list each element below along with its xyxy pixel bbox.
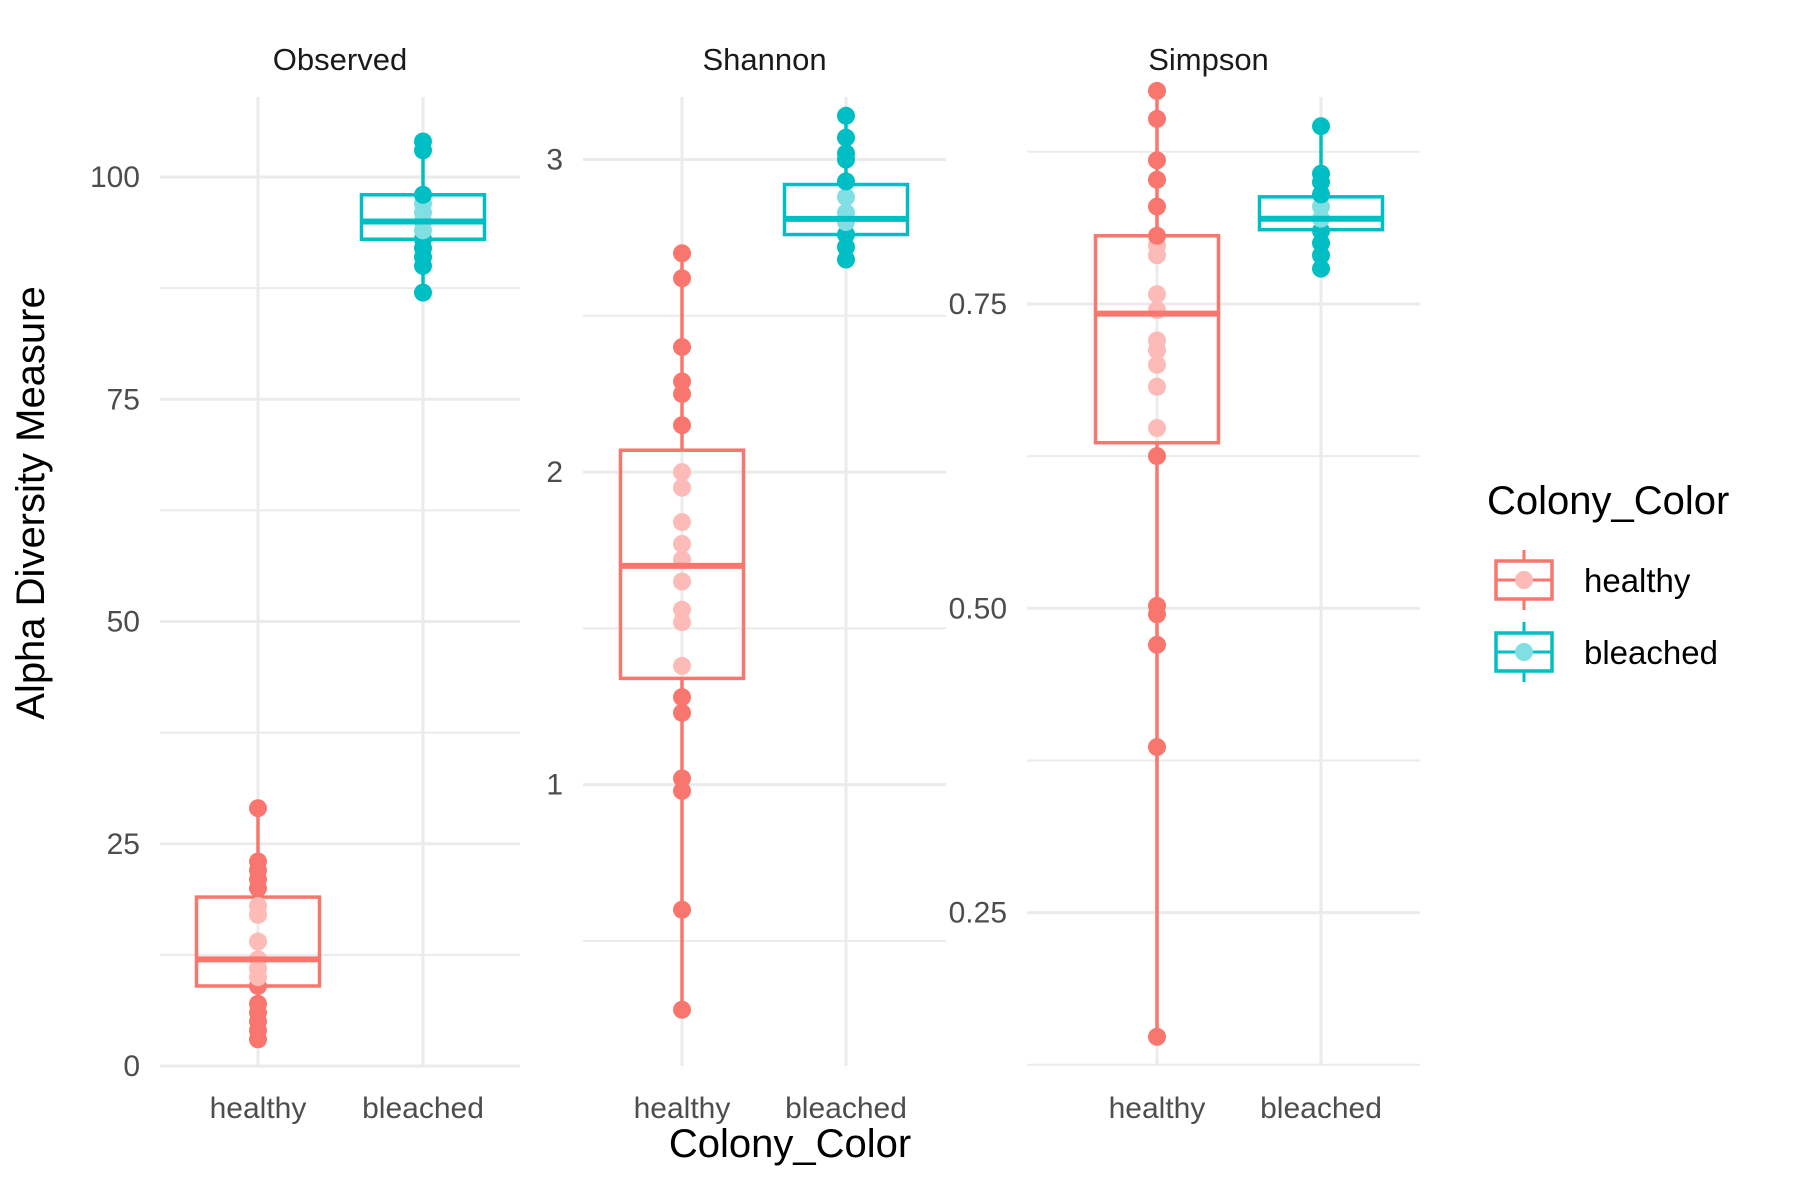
x-tick-label: healthy	[634, 1092, 731, 1125]
series-healthy	[194, 799, 322, 1049]
x-axis-title: Colony_Color	[669, 1122, 911, 1166]
legend-title: Colony_Color	[1487, 479, 1729, 523]
data-point	[673, 781, 691, 800]
data-point	[414, 132, 432, 151]
legend-label: bleached	[1584, 634, 1718, 671]
data-point	[1148, 377, 1166, 396]
data-point	[837, 144, 855, 163]
data-point	[1312, 259, 1330, 278]
data-point	[1148, 1027, 1166, 1046]
y-tick-label: 0.50	[949, 592, 1007, 625]
facet-panel-observed: 0 25 50 75 100 Observed healthy bleached	[90, 42, 520, 1125]
data-point	[673, 900, 691, 919]
data-point	[673, 703, 691, 722]
data-point	[837, 238, 855, 257]
y-tick-label: 0	[123, 1050, 140, 1083]
data-point	[414, 185, 432, 204]
data-point	[837, 225, 855, 244]
x-tick-label: bleached	[1260, 1092, 1382, 1125]
data-point	[1148, 738, 1166, 757]
legend-key-healthy: healthy	[1494, 550, 1691, 610]
data-point	[1148, 419, 1166, 438]
data-point	[673, 769, 691, 788]
data-point	[1148, 197, 1166, 216]
data-point	[673, 244, 691, 263]
series-bleached	[1257, 117, 1385, 278]
x-tick-label: bleached	[362, 1092, 484, 1125]
data-point	[837, 172, 855, 191]
legend-label: healthy	[1584, 562, 1691, 599]
series-bleached	[359, 132, 487, 302]
data-point	[673, 534, 691, 553]
data-point	[673, 384, 691, 403]
data-point	[673, 613, 691, 632]
data-point	[837, 106, 855, 125]
x-tick-label: healthy	[1109, 1092, 1206, 1125]
data-point	[249, 994, 267, 1013]
data-point	[249, 896, 267, 915]
legend-point	[1515, 571, 1533, 589]
data-point	[673, 572, 691, 591]
y-tick-label: 2	[546, 456, 563, 489]
facet-panel-shannon: 1 2 3 Shannon healthy bleached	[546, 42, 946, 1125]
data-point	[837, 188, 855, 207]
legend: Colony_Color healthy bleached	[1487, 479, 1729, 682]
series-healthy	[1093, 81, 1221, 1046]
facet-panel-simpson: 0.25 0.50 0.75 Simpson healthy bleached	[949, 42, 1420, 1125]
x-tick-label: bleached	[785, 1092, 907, 1125]
data-point	[249, 852, 267, 871]
data-point	[249, 932, 267, 951]
data-point	[414, 283, 432, 302]
data-point	[673, 372, 691, 391]
data-point	[673, 478, 691, 497]
data-point	[1148, 331, 1166, 350]
data-point	[249, 799, 267, 818]
data-point	[673, 1000, 691, 1019]
y-tick-label: 50	[107, 606, 140, 639]
facet-panels: 0 25 50 75 100 Observed healthy bleached 1 2 3 Shan…	[90, 42, 1420, 1125]
y-axis-title: Alpha Diversity Measure	[9, 286, 53, 720]
y-tick-label: 100	[90, 161, 140, 194]
data-point	[673, 338, 691, 357]
data-point	[673, 656, 691, 675]
data-point	[1148, 81, 1166, 100]
x-tick-label: healthy	[210, 1092, 307, 1125]
data-point	[1148, 285, 1166, 304]
data-point	[1148, 109, 1166, 128]
y-tick-label: 0.75	[949, 288, 1007, 321]
data-point	[1312, 164, 1330, 183]
y-tick-label: 0.25	[949, 897, 1007, 930]
facet-title: Simpson	[1148, 42, 1269, 77]
y-tick-label: 25	[107, 828, 140, 861]
data-point	[673, 513, 691, 532]
data-point	[1312, 117, 1330, 136]
legend-key-bleached: bleached	[1494, 622, 1718, 682]
y-tick-label: 3	[546, 144, 563, 177]
data-point	[1148, 447, 1166, 466]
data-point	[837, 250, 855, 269]
data-point	[673, 269, 691, 288]
data-point	[837, 128, 855, 147]
data-point	[673, 600, 691, 619]
y-tick-label: 75	[107, 383, 140, 416]
data-point	[673, 416, 691, 435]
data-point	[1148, 355, 1166, 374]
series-healthy	[618, 244, 746, 1019]
y-tick-label: 1	[546, 769, 563, 802]
data-point	[1148, 226, 1166, 245]
data-point	[1148, 635, 1166, 654]
data-point	[1148, 151, 1166, 170]
facet-title: Observed	[273, 42, 407, 77]
legend-point	[1515, 643, 1533, 661]
data-point	[1148, 170, 1166, 189]
series-bleached	[782, 106, 910, 269]
facet-title: Shannon	[702, 42, 826, 77]
data-point	[673, 688, 691, 707]
data-point	[673, 463, 691, 482]
data-point	[1148, 596, 1166, 615]
